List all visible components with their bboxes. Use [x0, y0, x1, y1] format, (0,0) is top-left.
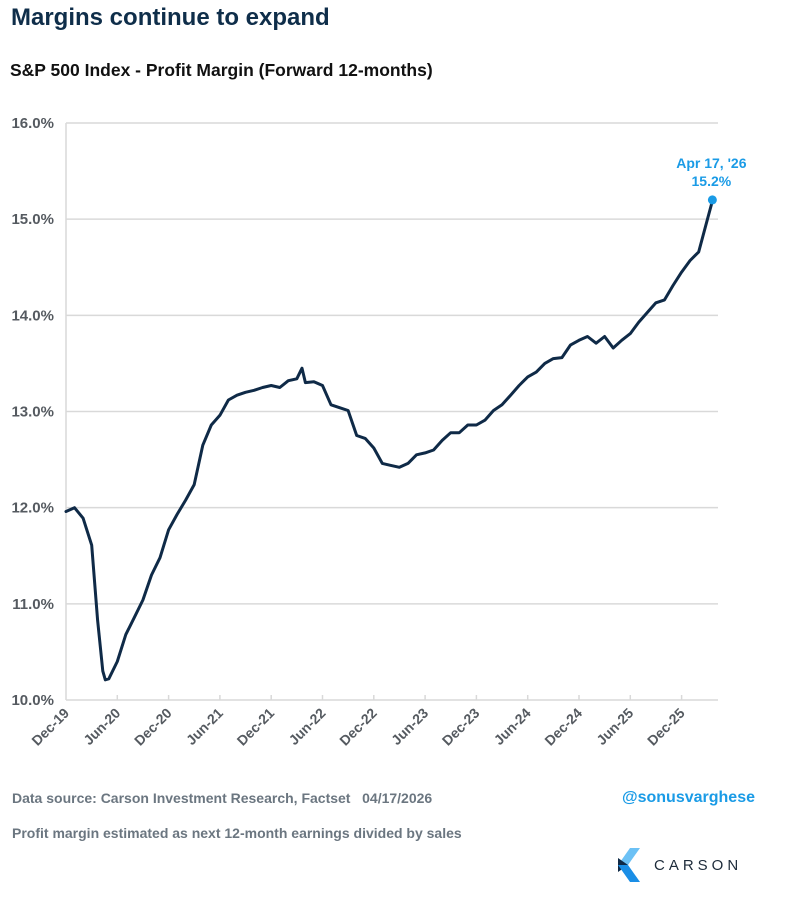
- x-tick-label: Jun-20: [80, 705, 123, 748]
- end-point-marker: [707, 195, 717, 205]
- x-tick-label: Dec-23: [439, 705, 483, 749]
- y-tick-label: 13.0%: [11, 404, 54, 421]
- annotation-date: Apr 17, '26: [676, 155, 746, 171]
- x-tick-label: Jun-21: [183, 705, 226, 748]
- line-chart: 10.0% 11.0% 12.0% 13.0% 14.0% 15.0% 16.0% Dec-…: [11, 115, 746, 749]
- x-tick-label: Dec-21: [234, 705, 278, 749]
- y-tick-label: 14.0%: [11, 307, 54, 324]
- x-tick-label: Dec-22: [336, 705, 380, 749]
- y-tick-label: 11.0%: [12, 596, 54, 613]
- page-title: Margins continue to expand: [11, 4, 330, 31]
- carson-chevron-icon: [618, 848, 640, 882]
- annotation-value: 15.2%: [692, 173, 732, 189]
- x-axis: [65, 123, 718, 701]
- y-tick-label: 12.0%: [11, 500, 54, 517]
- series-line-profit-margin: [64, 199, 714, 682]
- methodology-note: Profit margin estimated as next 12-month…: [12, 825, 462, 841]
- x-tick-label: Dec-20: [131, 705, 175, 749]
- x-tick-label: Jun-25: [593, 705, 636, 748]
- x-tick-label: Jun-24: [491, 705, 534, 748]
- x-tick-label: Dec-24: [541, 705, 585, 749]
- y-tick-label: 16.0%: [11, 115, 54, 132]
- x-tick-label: Jun-22: [285, 705, 328, 748]
- x-tick-label: Dec-25: [644, 705, 688, 749]
- chart-subtitle: S&P 500 Index - Profit Margin (Forward 1…: [10, 60, 433, 80]
- x-tick-label: Dec-19: [28, 705, 72, 749]
- x-tick-label: Jun-23: [388, 705, 431, 748]
- social-handle-link[interactable]: @sonusvarghese: [622, 789, 755, 806]
- x-axis-ticks: Dec-19 Jun-20 Dec-20 Jun-21 Dec-21 Jun-22 Dec-…: [28, 695, 688, 749]
- data-source-note: Data source: Carson Investment Research,…: [12, 790, 433, 806]
- carson-logo-text: CARSON: [654, 856, 743, 874]
- y-tick-label: 15.0%: [11, 211, 54, 228]
- gridlines: [66, 122, 718, 605]
- y-tick-label: 10.0%: [11, 692, 54, 709]
- y-axis-ticks: 10.0% 11.0% 12.0% 13.0% 14.0% 15.0% 16.0%: [11, 115, 54, 709]
- carson-logo: CARSON: [618, 848, 742, 882]
